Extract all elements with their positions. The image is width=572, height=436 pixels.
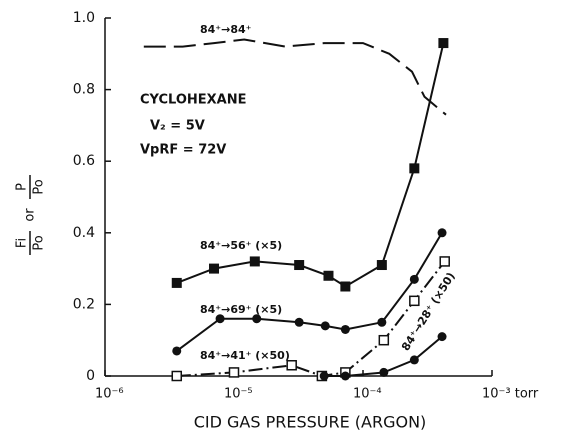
x-tick-label: 10⁻⁵ <box>224 387 253 402</box>
series-label: 84⁺→69⁺ (×5) <box>200 303 282 316</box>
marker <box>171 370 183 382</box>
marker <box>409 355 419 365</box>
annotation: CYCLOHEXANE <box>140 93 247 108</box>
y-tick-label: 0.8 <box>73 82 95 98</box>
series-label: 84⁺→41⁺ (×50) <box>200 349 290 362</box>
y-tick-label: 0.2 <box>73 296 95 312</box>
x-tick-label: 10⁻⁴ <box>353 387 382 402</box>
marker <box>228 367 240 378</box>
marker <box>378 334 390 346</box>
series-label: 84⁺→84⁺ <box>200 23 252 36</box>
marker <box>171 277 182 288</box>
marker <box>437 228 447 238</box>
marker <box>323 270 334 281</box>
series-line <box>143 38 447 116</box>
series-label: 84⁺→56⁺ (×5) <box>200 239 282 252</box>
marker <box>319 371 329 381</box>
series-line <box>176 260 446 378</box>
annotation: VpRF = 72V <box>140 143 226 158</box>
marker <box>340 371 350 381</box>
marker <box>209 263 220 274</box>
y-tick-label: 1.0 <box>73 10 95 26</box>
marker <box>249 256 260 267</box>
y-axis-label: Fi Po or P Po <box>15 175 47 255</box>
marker <box>286 360 297 371</box>
marker <box>438 38 449 49</box>
marker <box>340 324 350 334</box>
marker <box>294 260 305 271</box>
marker <box>172 346 182 356</box>
x-axis-label: CID GAS PRESSURE (ARGON) <box>194 413 427 432</box>
x-tick-label: 10⁻³ torr <box>482 387 539 402</box>
marker <box>252 314 262 324</box>
y-label-part: P <box>15 183 30 191</box>
y-label-part: Fi <box>15 238 30 248</box>
y-tick-label: 0 <box>86 368 95 384</box>
marker <box>409 295 420 307</box>
x-tick-label: 10⁻⁶ <box>95 387 124 402</box>
y-tick-label: 0.6 <box>73 153 95 169</box>
marker <box>215 314 225 324</box>
marker <box>320 321 330 331</box>
marker <box>294 317 304 327</box>
marker <box>379 367 389 377</box>
y-label-part: Po <box>32 179 47 194</box>
marker <box>376 260 387 271</box>
marker <box>437 332 447 342</box>
y-label-part: or <box>23 208 38 222</box>
annotation: V₂ = 5V <box>150 119 205 134</box>
marker <box>409 163 420 174</box>
marker <box>340 281 351 292</box>
y-label-part: Po <box>32 235 47 250</box>
marker <box>439 256 450 267</box>
marker <box>409 274 419 284</box>
y-tick-label: 0.4 <box>73 225 95 241</box>
marker <box>377 317 387 327</box>
